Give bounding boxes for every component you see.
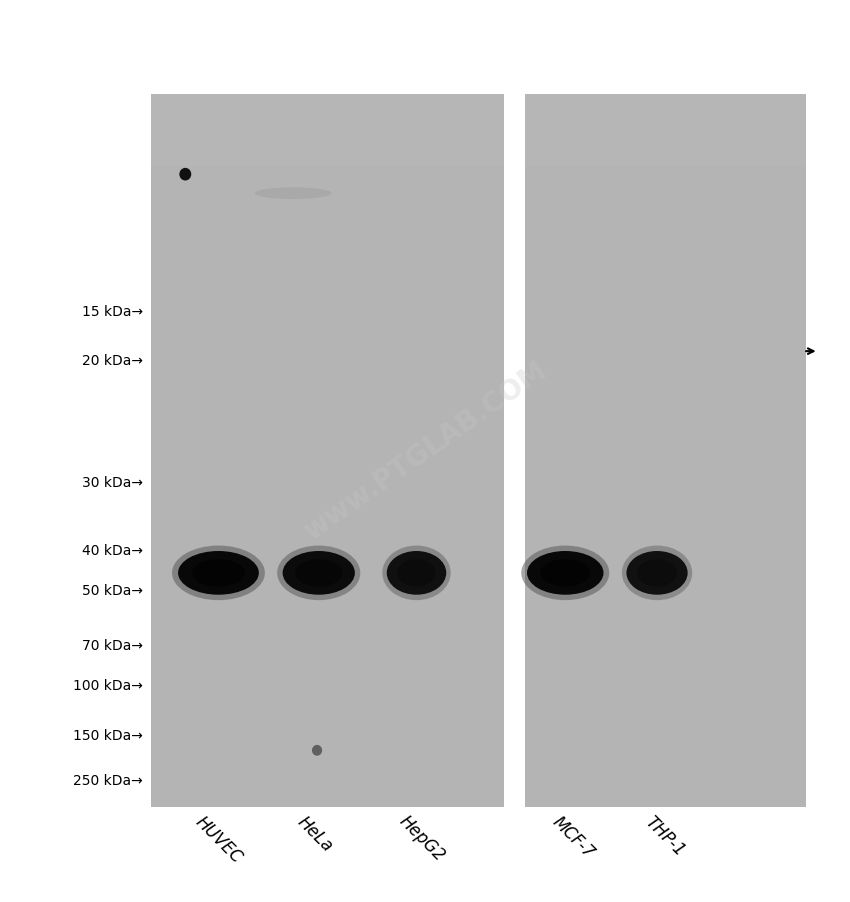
Bar	[525, 95, 806, 167]
Text: www.PTGLAB.COM: www.PTGLAB.COM	[298, 356, 552, 546]
Circle shape	[179, 169, 191, 181]
Text: 100 kDa→: 100 kDa→	[73, 678, 143, 693]
Text: 50 kDa→: 50 kDa→	[82, 584, 143, 598]
Text: 70 kDa→: 70 kDa→	[82, 638, 143, 652]
Ellipse shape	[178, 551, 259, 595]
Text: HUVEC: HUVEC	[191, 812, 245, 866]
Bar	[151, 95, 504, 807]
Text: HeLa: HeLa	[293, 812, 336, 854]
Ellipse shape	[527, 551, 604, 595]
Ellipse shape	[282, 551, 355, 595]
Ellipse shape	[521, 546, 609, 601]
Ellipse shape	[192, 559, 245, 587]
Ellipse shape	[622, 546, 692, 601]
Ellipse shape	[638, 559, 677, 587]
Ellipse shape	[277, 546, 360, 601]
Text: 20 kDa→: 20 kDa→	[82, 354, 143, 368]
Text: 40 kDa→: 40 kDa→	[82, 543, 143, 557]
Ellipse shape	[541, 559, 590, 587]
Ellipse shape	[382, 546, 450, 601]
Text: MCF-7: MCF-7	[548, 812, 598, 861]
Text: 250 kDa→: 250 kDa→	[73, 773, 143, 787]
Circle shape	[312, 745, 322, 756]
Bar	[525, 95, 806, 807]
Text: HepG2: HepG2	[395, 812, 448, 865]
Ellipse shape	[397, 559, 436, 587]
Text: 150 kDa→: 150 kDa→	[73, 728, 143, 742]
Ellipse shape	[626, 551, 688, 595]
Text: THP-1: THP-1	[642, 812, 688, 859]
Ellipse shape	[172, 546, 265, 601]
Bar	[151, 95, 504, 167]
Ellipse shape	[295, 559, 343, 587]
Ellipse shape	[255, 189, 332, 200]
Text: 30 kDa→: 30 kDa→	[82, 475, 143, 490]
Text: 15 kDa→: 15 kDa→	[82, 304, 143, 318]
Ellipse shape	[387, 551, 446, 595]
